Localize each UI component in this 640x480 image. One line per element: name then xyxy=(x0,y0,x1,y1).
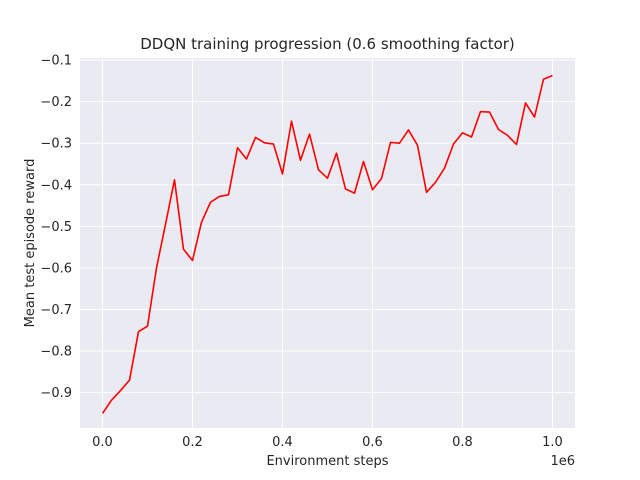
x-tick-label: 0.2 xyxy=(182,435,203,450)
x-axis-offset-label: 1e6 xyxy=(550,454,575,469)
x-axis-label: Environment steps xyxy=(266,454,388,469)
series-line xyxy=(101,74,553,414)
y-tick-label: −0.9 xyxy=(40,386,72,401)
grid-lines xyxy=(80,58,575,428)
series-layer xyxy=(101,74,553,414)
y-tick-label: −0.1 xyxy=(40,54,72,69)
y-tick-label: −0.3 xyxy=(40,137,72,152)
y-tick-label: −0.5 xyxy=(40,220,72,235)
y-tick-label: −0.4 xyxy=(40,178,72,193)
x-tick-label: 0.0 xyxy=(92,435,113,450)
y-tick-label: −0.7 xyxy=(40,303,72,318)
x-tick-label: 1.0 xyxy=(542,435,563,450)
y-tick-label: −0.2 xyxy=(40,95,72,110)
x-tick-label: 0.6 xyxy=(362,435,383,450)
plot-area xyxy=(80,58,575,428)
y-axis: −0.9 −0.8 −0.7 −0.6 −0.5 −0.4 −0.3 −0.2 −0.1 xyxy=(40,54,72,402)
y-tick-label: −0.6 xyxy=(40,261,72,276)
x-tick-label: 0.8 xyxy=(452,435,473,450)
y-axis-label: Mean test episode reward xyxy=(23,159,38,328)
x-axis: 0.0 0.2 0.4 0.6 0.8 1.0 xyxy=(92,435,563,450)
y-tick-label: −0.8 xyxy=(40,345,72,360)
chart-title: DDQN training progression (0.6 smoothing… xyxy=(140,35,515,53)
x-tick-label: 0.4 xyxy=(272,435,293,450)
